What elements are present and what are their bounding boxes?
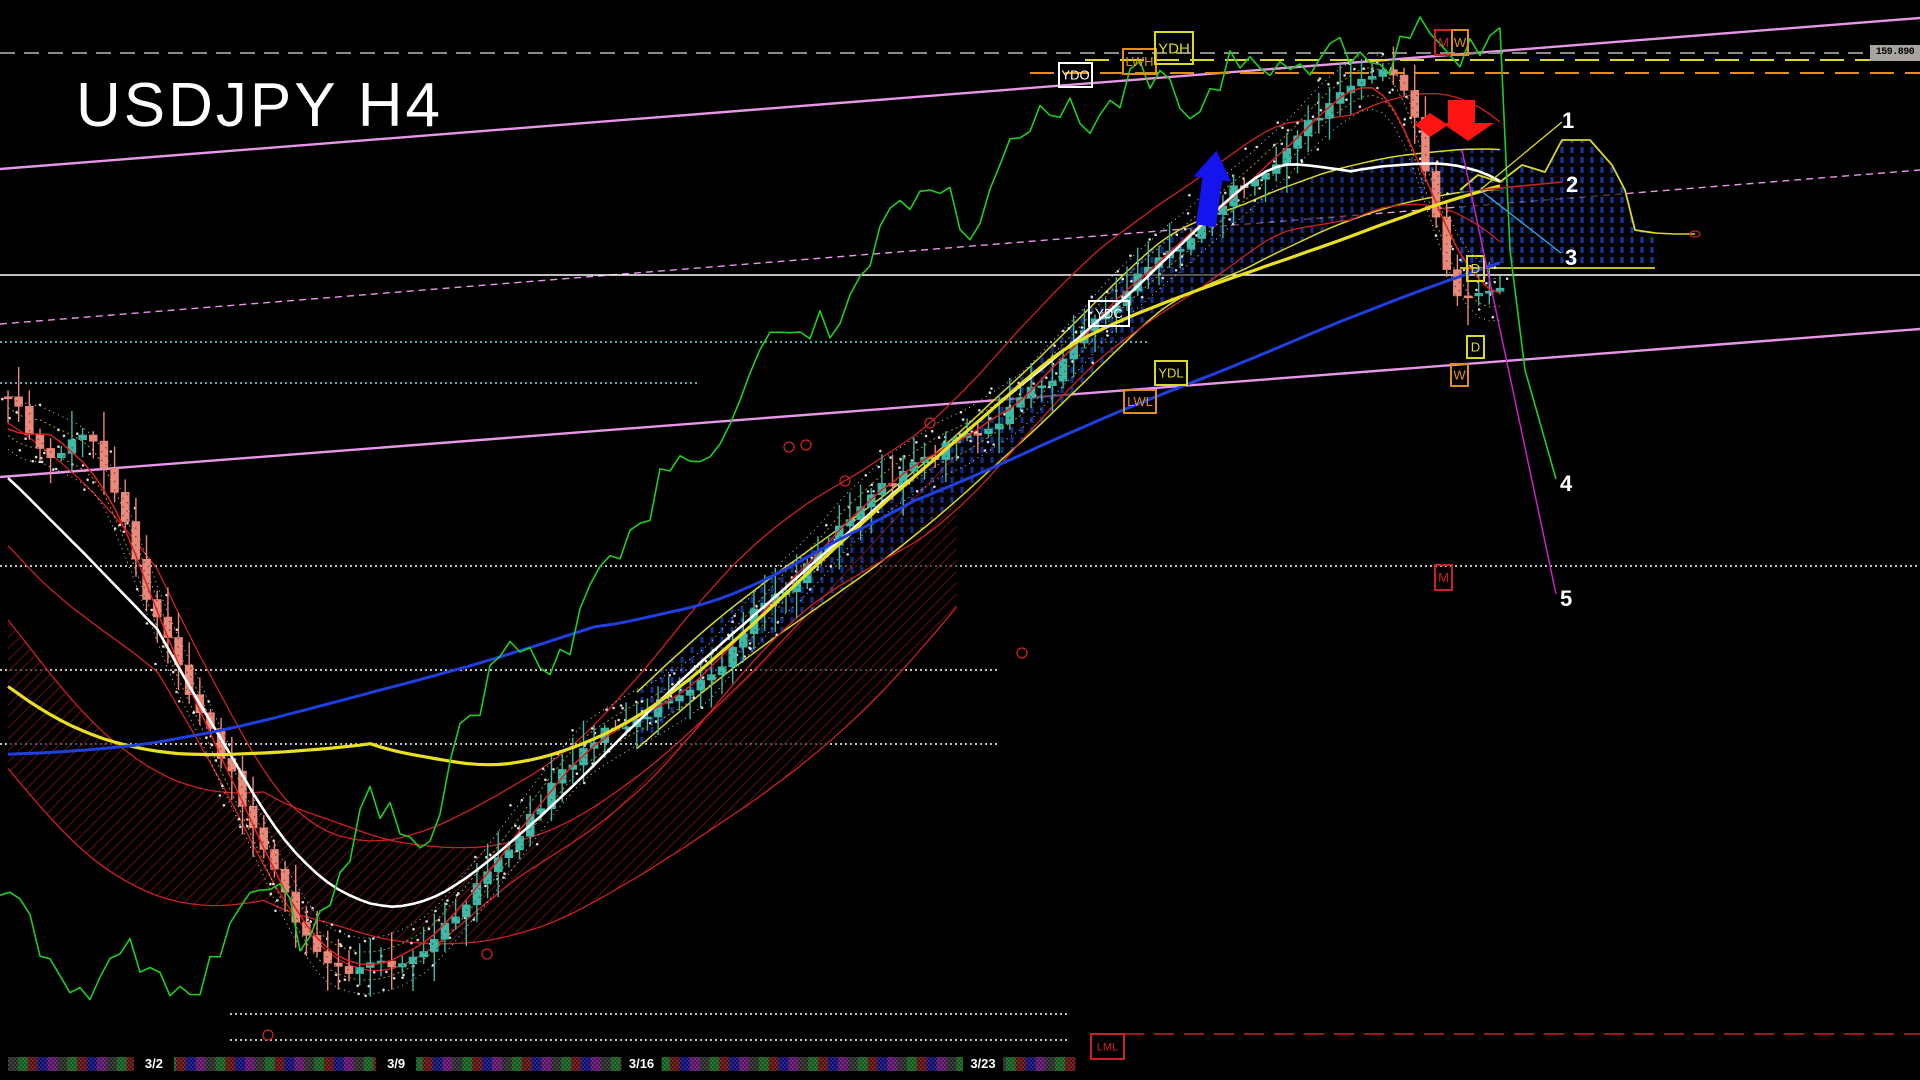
svg-text:3: 3 bbox=[1565, 245, 1577, 270]
svg-text:LWH: LWH bbox=[1126, 54, 1154, 69]
svg-text:LML: LML bbox=[1097, 1041, 1118, 1053]
svg-text:4: 4 bbox=[1560, 471, 1573, 496]
svg-text:YDH: YDH bbox=[1158, 40, 1190, 57]
svg-text:W: W bbox=[1453, 368, 1466, 383]
svg-text:2: 2 bbox=[1566, 172, 1578, 197]
svg-text:D: D bbox=[1471, 340, 1480, 355]
svg-text:D: D bbox=[1471, 261, 1480, 276]
svg-text:1: 1 bbox=[1562, 108, 1574, 133]
svg-text:3/2: 3/2 bbox=[145, 1056, 163, 1071]
svg-text:LWL: LWL bbox=[1127, 394, 1153, 409]
svg-text:W: W bbox=[1454, 35, 1467, 50]
svg-text:M: M bbox=[1438, 35, 1449, 50]
svg-text:3/9: 3/9 bbox=[387, 1056, 405, 1071]
svg-text:3/23: 3/23 bbox=[970, 1056, 995, 1071]
svg-text:3/16: 3/16 bbox=[629, 1056, 654, 1071]
svg-text:YDC: YDC bbox=[1095, 306, 1122, 321]
svg-text:YDL: YDL bbox=[1158, 366, 1183, 381]
svg-text:YDO: YDO bbox=[1061, 68, 1089, 83]
svg-text:5: 5 bbox=[1560, 586, 1572, 611]
svg-text:M: M bbox=[1438, 570, 1449, 585]
